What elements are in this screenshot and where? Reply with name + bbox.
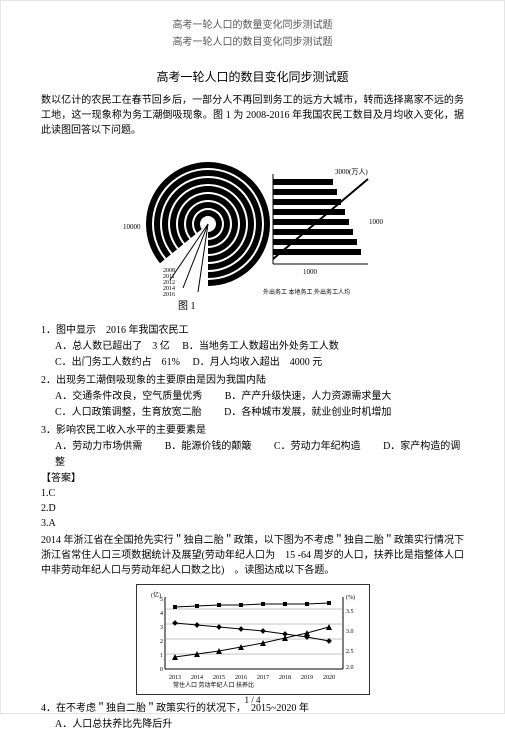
svg-text:2020: 2020 (323, 675, 335, 681)
document-title: 高考一轮人口的数目变化同步测试题 (41, 68, 464, 85)
question-1-options: A．总人数已超出了 3 亿 B．当地务工人数超出外处务工人数 (41, 339, 464, 355)
svg-text:2016: 2016 (163, 292, 175, 298)
figure-1: 3000(万人) 10000 1000 200820112012 2014201… (41, 144, 464, 317)
svg-text:1: 1 (160, 653, 163, 659)
question-1-options-2: C．出门务工人数约占 61% D．月人均收入超出 4000 元 (41, 355, 464, 371)
q2-opt-a: A．交通条件改良，空气质量优秀 (55, 391, 202, 402)
question-2-options-2: C．人口政策调整，生育放宽二胎 D．各种城市发展，就业创业时机增加 (41, 405, 464, 421)
svg-text:2.5: 2.5 (346, 649, 354, 655)
svg-text:外出务工 本地务工 外出务工人均: 外出务工 本地务工 外出务工人均 (263, 288, 350, 296)
line-chart-icon: 5 4 3 2 1 0 (%) 3.5 3.0 2.5 2.0 (143, 589, 363, 689)
header-line-1: 高考一轮人口的数量变化同步测试题 (41, 16, 464, 31)
svg-text:3.5: 3.5 (346, 609, 354, 615)
answer-2: 2.D (41, 501, 464, 516)
q1-opt-b: B．当地务工人数超出外处务工人数 (182, 341, 339, 352)
svg-text:0: 0 (160, 667, 163, 673)
q2-opt-b: B．产产升级快速，人力资源需求量大 (225, 391, 392, 402)
spiral-chart-icon: 3000(万人) 10000 1000 200820112012 2014201… (123, 144, 383, 314)
svg-text:4: 4 (160, 611, 163, 617)
q1-opt-c: C．出门务工人数约占 61% (55, 357, 180, 368)
q3-opt-c: C．劳动力年纪构造 (274, 441, 361, 452)
svg-text:2017: 2017 (257, 675, 269, 681)
svg-text:2: 2 (160, 639, 163, 645)
intro-paragraph: 数以亿计的农民工在春节回乡后，一部分人不再回到务工的远方大城市，转而选择离家不远… (41, 93, 464, 138)
question-3-stem: 3．影响农民工收入水平的主要要素是 (41, 423, 464, 439)
figure-2: 5 4 3 2 1 0 (%) 3.5 3.0 2.5 2.0 (41, 584, 464, 695)
q1-opt-a: A．总人数已超出了 3 亿 (55, 341, 170, 352)
svg-text:3.0: 3.0 (346, 629, 354, 635)
passage-2: 2014 年浙江省在全国抢先实行＂独自二胎＂政策，以下图为不考虑＂独自二胎＂政策… (41, 533, 464, 578)
figure-1-label: 图 1 (178, 300, 196, 312)
svg-text:2018: 2018 (279, 675, 291, 681)
svg-text:常住人口 劳动年纪人口 扶养比: 常住人口 劳动年纪人口 扶养比 (173, 681, 254, 689)
q2-opt-c: C．人口政策调整，生育放宽二胎 (55, 407, 202, 418)
svg-text:2016: 2016 (235, 675, 247, 681)
page-number: 1 / 4 (1, 695, 504, 705)
q2-opt-d: D．各种城市发展，就业创业时机增加 (224, 407, 391, 418)
question-2-stem: 2．出现务工潮倒吸现象的主要原由是因为我国内陆 (41, 373, 464, 389)
question-4-opt-a: A．人口总扶养比先降后升 (41, 717, 464, 733)
svg-text:1000: 1000 (303, 268, 318, 276)
svg-text:10000: 10000 (369, 218, 383, 226)
svg-text:2019: 2019 (301, 675, 313, 681)
svg-text:10000: 10000 (123, 223, 141, 231)
svg-text:3000(万人): 3000(万人) (335, 168, 368, 176)
page: 高考一轮人口的数量变化同步测试题 高考一轮人口的数目变化同步测试题 高考一轮人口… (0, 0, 505, 714)
svg-text:2014: 2014 (191, 675, 203, 681)
answer-1: 1.C (41, 486, 464, 501)
q3-opt-a: A．劳动力市场供需 (55, 441, 142, 452)
question-1-stem: 1．图中显示 2016 年我国农民工 (41, 323, 464, 339)
svg-text:2.0: 2.0 (346, 665, 354, 671)
svg-text:2015: 2015 (213, 675, 225, 681)
q3-opt-b: B．能源价钱的颠簸 (165, 441, 252, 452)
answer-3: 3.A (41, 516, 464, 531)
answer-label: 【答案】 (41, 471, 464, 486)
q1-opt-d: D．月人均收入超出 4000 元 (193, 357, 323, 368)
svg-text:(%): (%) (346, 594, 355, 601)
svg-text:2013: 2013 (169, 675, 181, 681)
svg-text:3: 3 (160, 625, 163, 631)
question-3-options: A．劳动力市场供需 B．能源价钱的颠簸 C．劳动力年纪构造 D．家产构造的调整 (41, 439, 464, 471)
header-line-2: 高考一轮人口的数目变化同步测试题 (41, 33, 464, 48)
question-2-options: A．交通条件改良，空气质量优秀 B．产产升级快速，人力资源需求量大 (41, 389, 464, 405)
svg-text:(亿): (亿) (151, 591, 161, 599)
